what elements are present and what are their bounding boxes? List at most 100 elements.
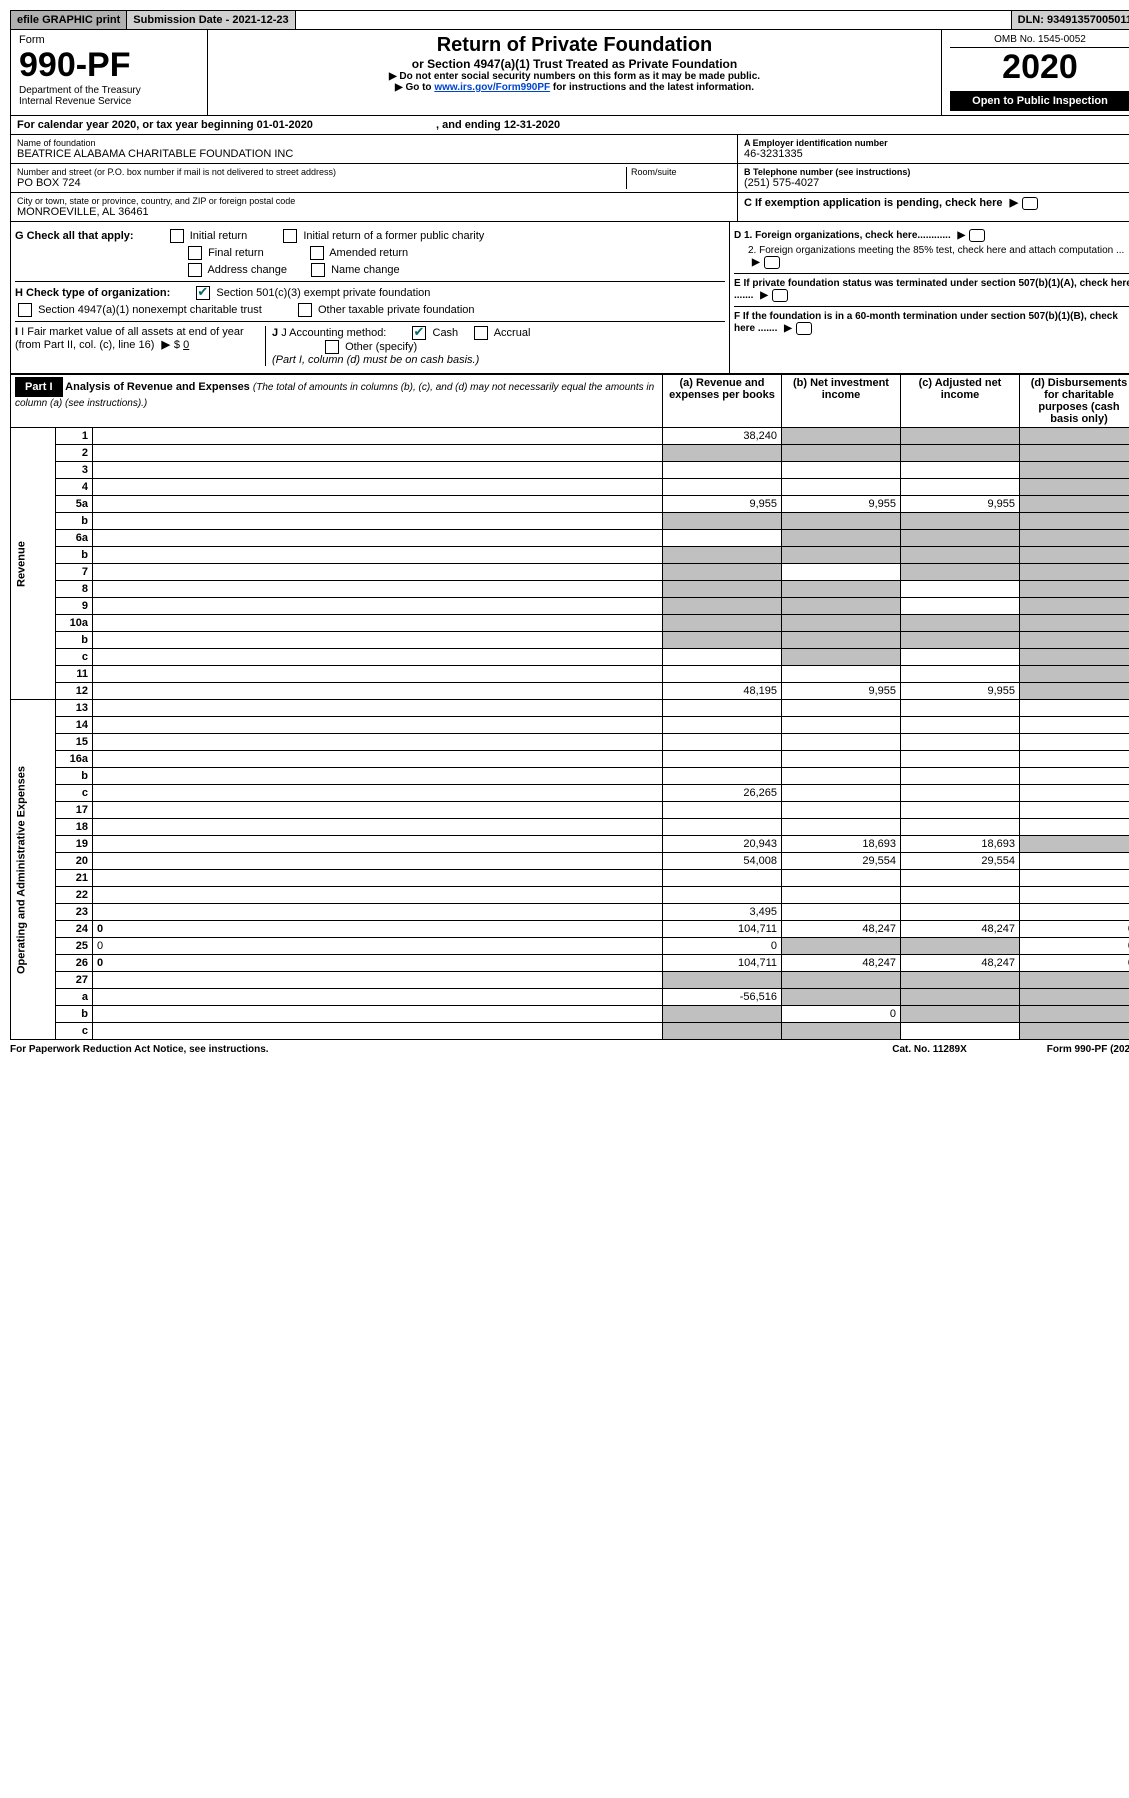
line-number: 26 [56, 955, 93, 972]
checkbox-addr-change[interactable] [188, 263, 202, 277]
footer-mid: Cat. No. 11289X [892, 1044, 966, 1055]
top-bar: efile GRAPHIC print Submission Date - 20… [10, 10, 1129, 30]
cell-a [663, 649, 782, 666]
cell-b [782, 887, 901, 904]
header-right: OMB No. 1545-0052 2020 Open to Public In… [942, 30, 1129, 115]
checkbox-d1[interactable] [969, 229, 985, 242]
checkbox-e[interactable] [772, 289, 788, 302]
cell-b [782, 615, 901, 632]
checkbox-final[interactable] [188, 246, 202, 260]
line-desc [93, 496, 663, 513]
checkbox-f[interactable] [796, 322, 812, 335]
cell-a: 38,240 [663, 428, 782, 445]
cell-d: 0 [1020, 955, 1129, 972]
cell-a: 9,955 [663, 496, 782, 513]
table-row: 2054,00829,55429,554 [11, 853, 1129, 870]
footer-right: Form 990-PF (2020) [1047, 1044, 1129, 1055]
cell-b: 0 [782, 1006, 901, 1023]
cell-b [782, 904, 901, 921]
identity-block: Name of foundation BEATRICE ALABAMA CHAR… [10, 135, 1129, 222]
table-row: 9 [11, 598, 1129, 615]
checkbox-amended[interactable] [310, 246, 324, 260]
cell-a [663, 700, 782, 717]
table-row: c [11, 649, 1129, 666]
checkbox-501c3[interactable] [196, 286, 210, 300]
cell-b [782, 1023, 901, 1040]
checks-right: D 1. Foreign organizations, check here..… [729, 222, 1129, 373]
checkbox-other-method[interactable] [325, 340, 339, 354]
cell-a [663, 564, 782, 581]
cell-b [782, 802, 901, 819]
line-desc [93, 887, 663, 904]
cell-c: 48,247 [901, 955, 1020, 972]
cell-d [1020, 802, 1129, 819]
cell-b: 18,693 [782, 836, 901, 853]
cell-b [782, 768, 901, 785]
cell-a [663, 462, 782, 479]
header: Form 990-PF Department of the Treasury I… [10, 30, 1129, 116]
line-number: 10a [56, 615, 93, 632]
cell-c [901, 700, 1020, 717]
checkbox-name-change[interactable] [311, 263, 325, 277]
table-row: 14 [11, 717, 1129, 734]
cell-c [901, 989, 1020, 1006]
cell-d [1020, 683, 1129, 700]
cell-a: -56,516 [663, 989, 782, 1006]
cell-b [782, 785, 901, 802]
cell-d [1020, 904, 1129, 921]
line-desc: 0 [93, 921, 663, 938]
line-desc [93, 632, 663, 649]
line-desc [93, 581, 663, 598]
irs-link[interactable]: www.irs.gov/Form990PF [434, 82, 550, 93]
cell-a [663, 479, 782, 496]
id-left: Name of foundation BEATRICE ALABAMA CHAR… [11, 135, 737, 221]
cell-d [1020, 819, 1129, 836]
line-desc [93, 479, 663, 496]
line-number: 16a [56, 751, 93, 768]
checkbox-initial[interactable] [170, 229, 184, 243]
line-d2: 2. Foreign organizations meeting the 85%… [734, 245, 1129, 269]
cell-c [901, 785, 1020, 802]
checkbox-c[interactable] [1022, 197, 1038, 210]
cell-d [1020, 972, 1129, 989]
cell-b [782, 751, 901, 768]
table-row: c26,265 [11, 785, 1129, 802]
cell-c: 18,693 [901, 836, 1020, 853]
col-b-head: (b) Net investment income [782, 375, 901, 428]
line-number: 23 [56, 904, 93, 921]
cell-a [663, 734, 782, 751]
line-desc [93, 785, 663, 802]
line-desc [93, 972, 663, 989]
cell-c [901, 717, 1020, 734]
line-number: 22 [56, 887, 93, 904]
col-d-head: (d) Disbursements for charitable purpose… [1020, 375, 1129, 428]
table-row: b0 [11, 1006, 1129, 1023]
line-desc [93, 683, 663, 700]
checkbox-other-taxable[interactable] [298, 303, 312, 317]
part1-label: Part I [15, 377, 63, 397]
line-number: 2 [56, 445, 93, 462]
checkbox-4947[interactable] [18, 303, 32, 317]
cell-a [663, 819, 782, 836]
table-row: 27 [11, 972, 1129, 989]
table-row: c [11, 1023, 1129, 1040]
checkbox-initial-former[interactable] [283, 229, 297, 243]
cell-c [901, 802, 1020, 819]
cell-b [782, 700, 901, 717]
line-number: b [56, 632, 93, 649]
table-row: Revenue138,240 [11, 428, 1129, 445]
cell-d [1020, 649, 1129, 666]
checkbox-cash[interactable] [412, 326, 426, 340]
line-desc [93, 547, 663, 564]
line-number: 6a [56, 530, 93, 547]
cell-c [901, 632, 1020, 649]
checkbox-accrual[interactable] [474, 326, 488, 340]
cell-d [1020, 836, 1129, 853]
cell-d [1020, 462, 1129, 479]
cell-b [782, 717, 901, 734]
cell-d [1020, 496, 1129, 513]
cell-a [663, 802, 782, 819]
table-row: 11 [11, 666, 1129, 683]
checkbox-d2[interactable] [764, 256, 780, 269]
cell-b [782, 989, 901, 1006]
